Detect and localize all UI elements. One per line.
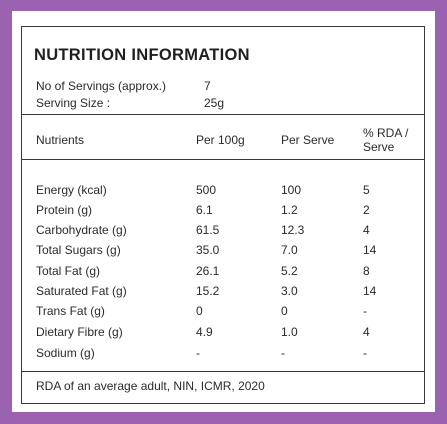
nutrient-name: Total Sugars (g): [36, 243, 121, 257]
nutrient-name: Carbohydrate (g): [36, 223, 127, 237]
nutrition-table-box: NUTRITION INFORMATION No of Servings (ap…: [21, 26, 425, 404]
per-100g-value: 15.2: [196, 284, 220, 298]
servings-value: 7: [204, 79, 211, 93]
per-100g-value: 35.0: [196, 243, 220, 257]
serving-size-value: 25g: [204, 96, 225, 110]
header-rda: % RDA / Serve: [363, 126, 409, 154]
nutrient-name: Total Fat (g): [36, 264, 101, 278]
per-serve-value: 1.0: [281, 325, 298, 339]
rda-value: 14: [363, 243, 377, 257]
serving-size-label: Serving Size :: [36, 96, 111, 110]
rda-value: 4: [363, 223, 370, 237]
per-100g-value: 500: [196, 183, 217, 197]
nutrient-name: Saturated Fat (g): [36, 284, 127, 298]
header-per-100g: Per 100g: [196, 133, 245, 147]
header-nutrients: Nutrients: [36, 133, 85, 147]
rda-value: -: [363, 346, 367, 360]
rda-value: 14: [363, 284, 377, 298]
rda-value: 4: [363, 325, 370, 339]
serving-size-row: Serving Size : 25g: [36, 96, 256, 112]
nutrient-name: Trans Fat (g): [36, 304, 105, 318]
rda-value: 2: [363, 203, 370, 217]
per-100g-value: 26.1: [196, 264, 220, 278]
rda-value: -: [363, 304, 367, 318]
per-100g-value: 61.5: [196, 223, 220, 237]
nutrient-name: Energy (kcal): [36, 183, 107, 197]
nutrition-panel: NUTRITION INFORMATION No of Servings (ap…: [12, 11, 435, 412]
per-serve-value: 12.3: [281, 223, 305, 237]
header-per-serve: Per Serve: [281, 133, 335, 147]
per-serve-value: -: [281, 346, 285, 360]
divider-top: [22, 114, 424, 115]
servings-row: No of Servings (approx.) 7: [36, 79, 236, 95]
per-serve-value: 1.2: [281, 203, 298, 217]
panel-title: NUTRITION INFORMATION: [34, 46, 250, 64]
per-serve-value: 0: [281, 304, 288, 318]
nutrient-name: Sodium (g): [36, 346, 95, 360]
rda-footnote: RDA of an average adult, NIN, ICMR, 2020: [36, 379, 265, 393]
per-100g-value: 6.1: [196, 203, 213, 217]
divider-footer: [22, 371, 424, 372]
per-100g-value: 0: [196, 304, 203, 318]
servings-label: No of Servings (approx.): [36, 79, 167, 93]
per-100g-value: -: [196, 346, 200, 360]
per-serve-value: 3.0: [281, 284, 298, 298]
per-serve-value: 5.2: [281, 264, 298, 278]
rda-value: 5: [363, 183, 370, 197]
per-100g-value: 4.9: [196, 325, 213, 339]
nutrient-name: Protein (g): [36, 203, 93, 217]
nutrient-name: Dietary Fibre (g): [36, 325, 123, 339]
divider-header: [22, 159, 424, 160]
rda-value: 8: [363, 264, 370, 278]
per-serve-value: 100: [281, 183, 302, 197]
per-serve-value: 7.0: [281, 243, 298, 257]
